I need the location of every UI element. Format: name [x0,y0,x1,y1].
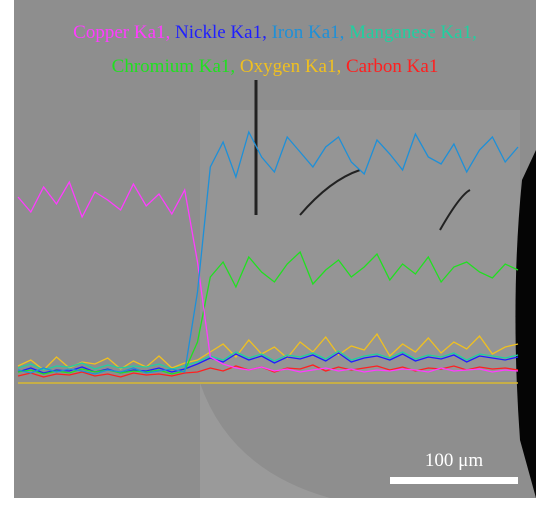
legend-entry: Iron Ka1 [272,22,340,43]
legend-entry: Nickle Ka1 [175,22,262,43]
sem-region [200,383,330,498]
legend-entry: Copper Ka1 [73,22,165,43]
scale-bar [390,477,518,484]
series-line [17,250,519,375]
legend-entry: Chromium Ka1 [112,56,231,77]
scale-bar-label: 100 μm [425,450,483,471]
legend-entry: Oxygen Ka1 [240,56,337,77]
legend: Copper Ka1, Nickle Ka1, Iron Ka1, Mangan… [73,22,477,43]
sem-dark-edge [515,150,536,498]
legend-separator: , [472,22,477,43]
legend-separator: , [262,22,267,43]
line-series [17,130,519,378]
series-line [17,350,519,371]
legend-separator: , [340,22,345,43]
series-line [17,332,519,371]
sem-region [200,110,520,380]
legend-separator: , [336,56,341,77]
series-line [17,130,519,375]
legend-separator: , [230,56,235,77]
legend-entry: Manganese Ka1 [349,22,472,43]
sem-crack [439,189,471,231]
legend: Chromium Ka1, Oxygen Ka1, Carbon Ka1 [112,56,439,77]
series-line [17,180,519,373]
legend-separator: , [166,22,171,43]
sem-crack [299,169,361,216]
legend-entry: Carbon Ka1 [346,56,438,77]
